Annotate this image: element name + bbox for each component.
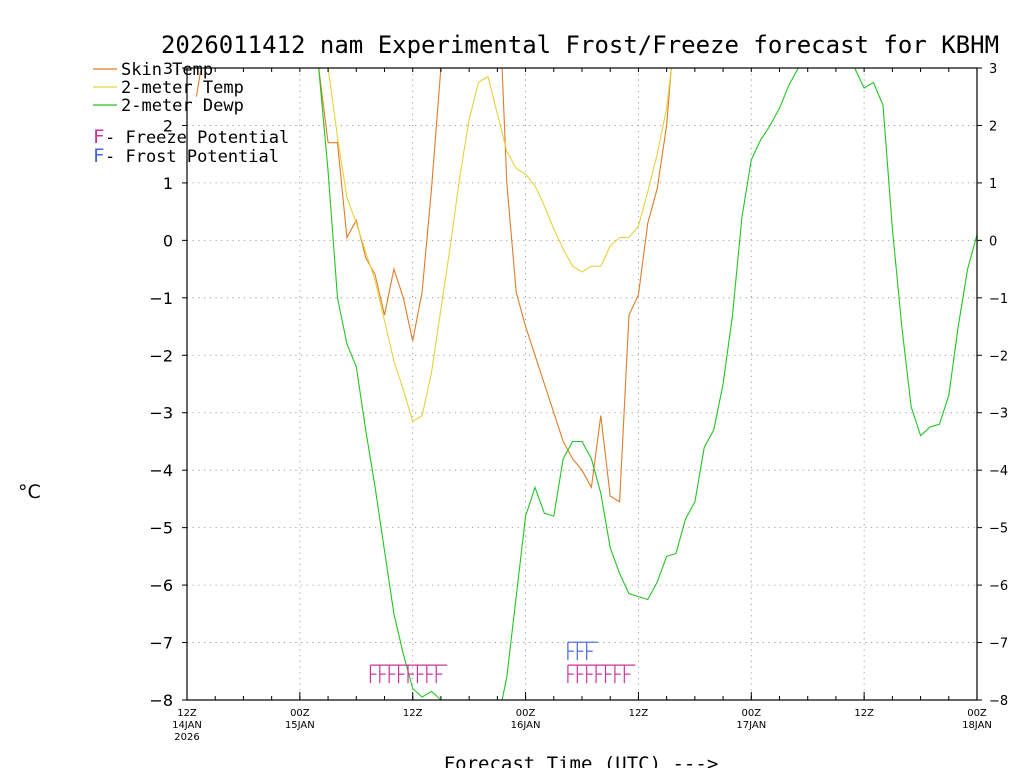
y-tick-label-left: −5 [149, 519, 173, 538]
x-tick-label: 00Z [967, 708, 987, 719]
y-tick-label-left: −8 [149, 691, 173, 710]
frost-potential-marker [567, 641, 598, 661]
y-tick-label-left: 0 [163, 231, 173, 250]
y-tick-label-right: −3 [989, 407, 1008, 422]
y-tick-label-left: 2 [163, 116, 173, 135]
y-tick-label-right: −2 [989, 349, 1008, 364]
x-tick-label: 17JAN [736, 720, 766, 731]
axes: 3 3 2 2 1 1 0 0 −1 −1 −2 −2 −3 −3 −4 −4 −5 −5 −6 −6 −7 −7 −8 −8… [149, 59, 1008, 743]
x-axis-label: Forecast Time (UTC) ---> [444, 753, 719, 768]
series-line-skin-temp [195, 68, 672, 503]
potential-legend-text: - Freeze Potential [105, 128, 289, 148]
x-tick-label: 14JAN [172, 720, 202, 731]
y-tick-label-left: −1 [149, 289, 173, 308]
y-tick-label-left: 3 [163, 59, 173, 78]
x-tick-label: 15JAN [285, 720, 315, 731]
legend-label: Skin Temp [121, 60, 213, 80]
y-tick-label-left: −6 [149, 576, 173, 595]
x-tick-label: 00Z [290, 708, 310, 719]
x-tick-label: 2026 [174, 732, 199, 743]
y-tick-label-left: −2 [149, 346, 173, 365]
series-line-2-meter-temp [327, 68, 672, 423]
y-axis-label: °C [18, 481, 41, 503]
legend-label: 2-meter Temp [121, 78, 244, 98]
y-tick-label-left: 1 [163, 174, 173, 193]
y-tick-label-left: −7 [149, 634, 173, 653]
potential-markers [369, 641, 636, 684]
potential-legend-text: - Frost Potential [105, 147, 279, 167]
x-tick-label: 12Z [629, 708, 649, 719]
y-tick-label-right: −4 [989, 464, 1008, 479]
x-tick-label: 16JAN [511, 720, 541, 731]
y-tick-label-right: −1 [989, 292, 1008, 307]
x-tick-label: 18JAN [962, 720, 992, 731]
y-tick-label-right: 0 [989, 234, 997, 249]
freeze-potential-marker [567, 664, 636, 684]
y-tick-label-left: −4 [149, 461, 173, 480]
y-tick-label-right: 2 [989, 119, 997, 134]
series-line-2-meter-dewp [318, 68, 977, 700]
potential-legend-letter: F [93, 145, 104, 167]
x-tick-label: 00Z [741, 708, 761, 719]
chart-title: 2026011412 nam Experimental Frost/Freeze… [161, 31, 999, 59]
x-tick-label: 12Z [177, 708, 197, 719]
y-tick-label-right: −7 [989, 637, 1008, 652]
y-tick-label-right: −6 [989, 579, 1008, 594]
x-tick-label: 12Z [403, 708, 423, 719]
y-tick-label-right: −8 [989, 694, 1008, 709]
series-lines [195, 68, 977, 700]
y-tick-label-left: −3 [149, 404, 173, 423]
plot-frame [186, 67, 978, 701]
grid [187, 68, 977, 700]
x-tick-label: 12Z [854, 708, 874, 719]
y-tick-label-right: 3 [989, 62, 997, 77]
potential-legend-letter: F [93, 126, 104, 148]
legend-label: 2-meter Dewp [121, 96, 244, 116]
x-tick-label: 00Z [516, 708, 536, 719]
y-tick-label-right: −5 [989, 522, 1008, 537]
freeze-potential-marker [369, 664, 448, 684]
y-tick-label-right: 1 [989, 177, 997, 192]
